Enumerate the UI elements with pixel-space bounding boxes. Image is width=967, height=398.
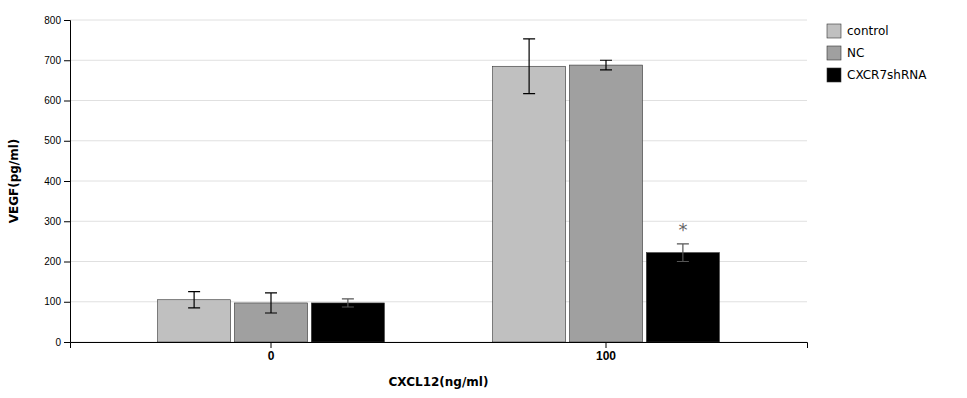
tick-label: 500 bbox=[44, 135, 61, 146]
tick-label: 700 bbox=[44, 55, 61, 66]
annotation: * bbox=[678, 219, 687, 240]
bar bbox=[493, 66, 566, 342]
legend-label: CXCR7shRNA bbox=[847, 68, 927, 82]
tick: 700 bbox=[44, 55, 70, 66]
tick: 100 bbox=[596, 342, 616, 363]
bar-series bbox=[311, 244, 719, 342]
y-axis-title: VEGF(pg/ml) bbox=[7, 139, 21, 224]
legend: control NC CXCR7shRNA bbox=[827, 24, 927, 82]
y-axis: 0 100 200 300 400 500 600 700 800 bbox=[44, 15, 70, 348]
tick-label: 600 bbox=[44, 95, 61, 106]
tick-mark bbox=[64, 302, 70, 303]
tick-mark bbox=[64, 60, 70, 61]
grid bbox=[70, 20, 807, 342]
tick-mark bbox=[64, 342, 70, 343]
tick-mark bbox=[271, 342, 272, 348]
legend-item: CXCR7shRNA bbox=[827, 68, 927, 82]
legend-label: NC bbox=[847, 46, 864, 60]
error-bar bbox=[265, 293, 277, 313]
tick-label: 300 bbox=[44, 216, 61, 227]
error-bar bbox=[523, 39, 535, 94]
grid-line bbox=[70, 221, 807, 222]
tick-label: 0 bbox=[268, 349, 275, 363]
error-bar bbox=[342, 299, 354, 307]
tick-mark bbox=[64, 221, 70, 222]
tick: 800 bbox=[44, 15, 70, 26]
tick: 0 bbox=[268, 342, 275, 363]
tick-label: 200 bbox=[44, 256, 61, 267]
axis-line bbox=[71, 343, 808, 349]
legend-swatch bbox=[827, 46, 841, 60]
tick-label: 0 bbox=[55, 337, 61, 348]
bar-series bbox=[158, 39, 566, 342]
tick: 600 bbox=[44, 95, 70, 106]
bar bbox=[646, 253, 719, 342]
tick: 100 bbox=[44, 296, 70, 307]
bar bbox=[569, 65, 642, 342]
marks bbox=[158, 39, 720, 342]
x-axis-title: CXCL12(ng/ml) bbox=[389, 375, 489, 389]
tick-label: 800 bbox=[44, 15, 61, 26]
tick: 0 bbox=[55, 337, 70, 348]
error-bar bbox=[188, 292, 200, 308]
tick-mark bbox=[606, 342, 607, 348]
tick-label: 100 bbox=[596, 349, 616, 363]
legend-swatch bbox=[827, 68, 841, 82]
chart: 0 100 200 300 400 500 600 700 800 0 100 CXCL12(ng/m… bbox=[0, 0, 967, 398]
legend-swatch bbox=[827, 24, 841, 38]
tick: 200 bbox=[44, 256, 70, 267]
bar-series bbox=[234, 60, 642, 342]
grid-line bbox=[70, 20, 807, 21]
tick-label: 400 bbox=[44, 176, 61, 187]
plot: 0 100 200 300 400 500 600 700 800 0 100 bbox=[44, 15, 807, 363]
grid-line bbox=[70, 60, 807, 61]
grid-line bbox=[70, 140, 807, 141]
tick-mark bbox=[64, 101, 70, 102]
x-axis: 0 100 bbox=[71, 342, 808, 363]
error-bar bbox=[677, 244, 689, 262]
tick: 400 bbox=[44, 176, 70, 187]
tick-mark bbox=[64, 262, 70, 263]
bar bbox=[311, 303, 384, 342]
legend-item: control bbox=[827, 24, 889, 38]
legend-item: NC bbox=[827, 46, 864, 60]
legend-label: control bbox=[847, 24, 889, 38]
axis-line bbox=[64, 21, 71, 343]
tick-mark bbox=[64, 181, 70, 182]
tick-label: 100 bbox=[44, 296, 61, 307]
tick: 300 bbox=[44, 216, 70, 227]
error-bar bbox=[600, 60, 612, 70]
tick-mark bbox=[64, 141, 70, 142]
grid-line bbox=[70, 181, 807, 182]
tick-mark bbox=[64, 20, 70, 21]
tick: 500 bbox=[44, 135, 70, 146]
grid-line bbox=[70, 100, 807, 101]
